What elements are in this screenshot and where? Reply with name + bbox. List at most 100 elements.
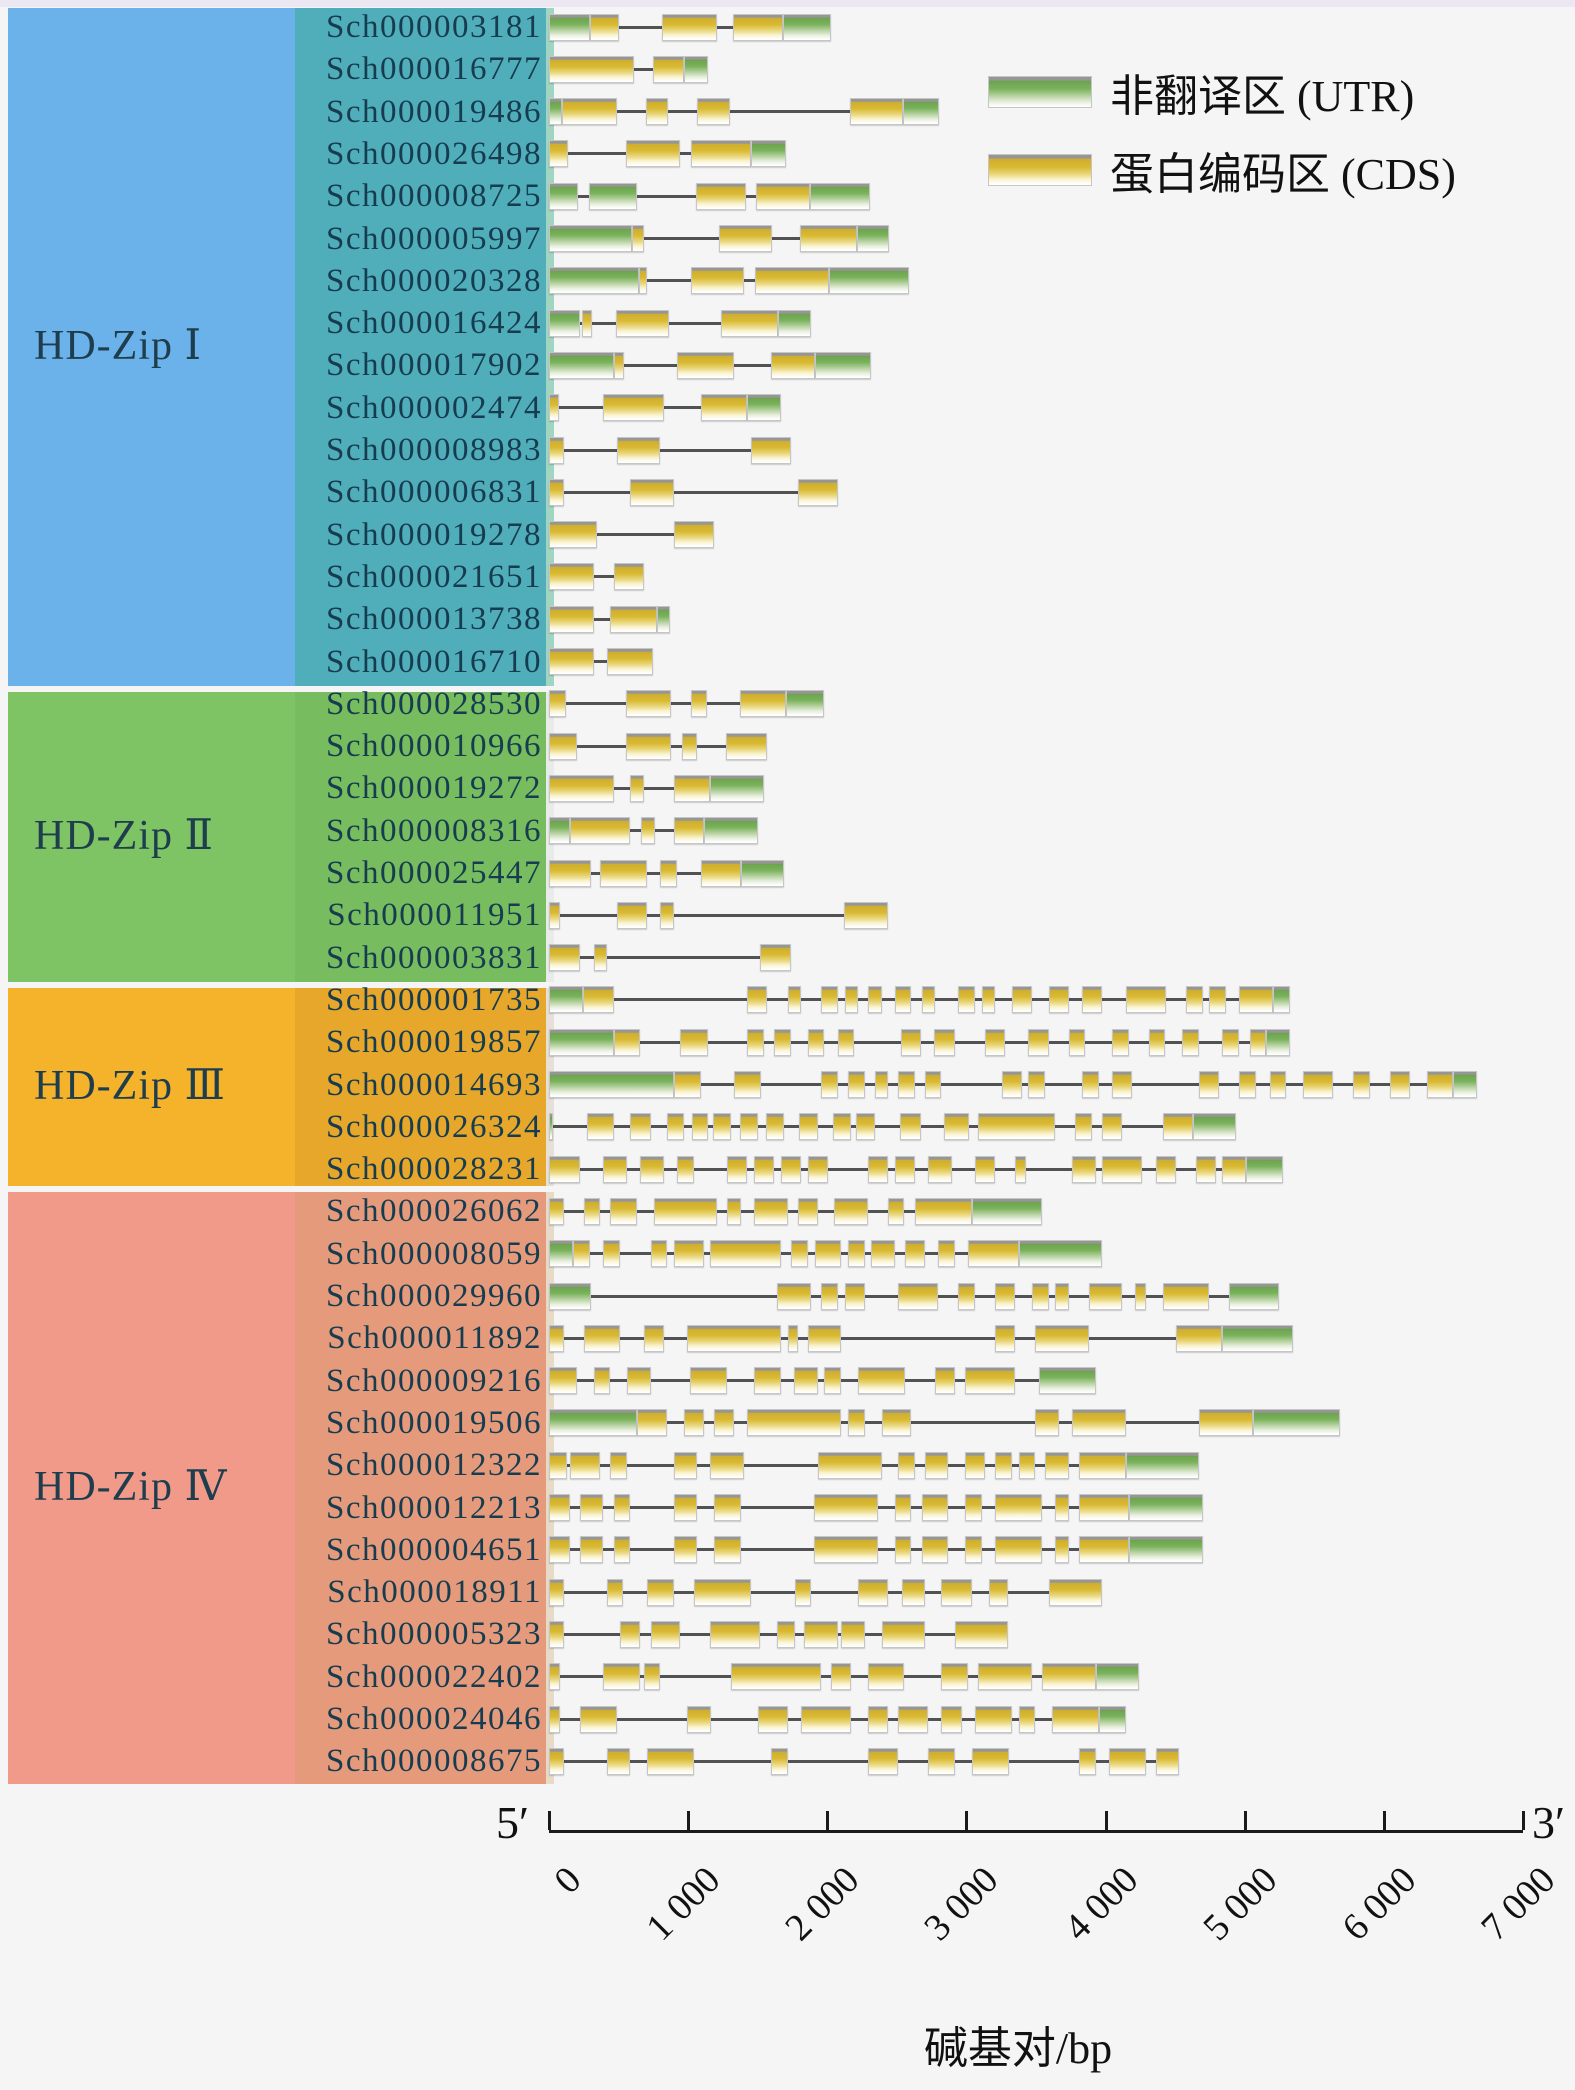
exon-cds (730, 1663, 821, 1691)
exon-utr (549, 351, 615, 379)
intron-line (549, 1209, 1043, 1213)
exon-cds (1239, 986, 1273, 1014)
exon-cds (603, 1240, 620, 1268)
utr-swatch-icon (988, 76, 1092, 108)
gene-id-label: Sch000011951 (327, 897, 542, 934)
exon-cds (1155, 1155, 1176, 1183)
exon-cds (928, 1747, 955, 1775)
exon-cds (857, 1367, 905, 1395)
exon-cds (754, 1197, 788, 1225)
exon-cds (625, 732, 671, 760)
exon-cds (549, 732, 577, 760)
exon-cds (1182, 1028, 1199, 1056)
gene-id-label: Sch000017902 (326, 347, 542, 384)
exon-cds (719, 225, 772, 252)
exon-cds (580, 1494, 604, 1521)
exon-cds (640, 817, 655, 845)
exon-cds (848, 1071, 865, 1098)
axis-tick-3000 (965, 1811, 969, 1830)
exon-cds (549, 1197, 564, 1225)
exon-cds (899, 1113, 922, 1141)
exon-cds (794, 1578, 812, 1606)
exon-cds (754, 1155, 775, 1183)
intron-line (549, 490, 838, 494)
gene-id-label: Sch000016710 (326, 643, 542, 680)
exon-cds (807, 1028, 825, 1056)
gene-id-label: Sch000014693 (326, 1066, 542, 1103)
exon-cds (713, 1409, 735, 1437)
exon-cds (754, 267, 829, 295)
exon-cds (958, 986, 975, 1014)
exon-cds (673, 817, 705, 845)
exon-cds (974, 1155, 995, 1183)
exon-cds (965, 1367, 1016, 1395)
exon-cds (1079, 1451, 1126, 1479)
exon-cds (871, 1240, 895, 1268)
exon-cds (800, 225, 858, 252)
exon-cds (1155, 1747, 1180, 1775)
exon-cds (965, 1451, 986, 1479)
exon-cds (1051, 1705, 1099, 1733)
exon-cds (549, 859, 591, 887)
exon-cds (988, 1578, 1009, 1606)
exon-cds (1353, 1071, 1370, 1098)
group-label-4: HD-Zip Ⅳ (34, 1464, 228, 1510)
exon-cds (1055, 1494, 1069, 1521)
exon-cds (901, 1028, 922, 1056)
exon-cds (837, 1028, 855, 1056)
exon-cds (867, 1663, 905, 1691)
exon-cds (643, 1663, 661, 1691)
exon-utr (710, 774, 764, 802)
exon-cds (756, 182, 810, 210)
exon-cds (606, 1578, 624, 1606)
exon-cds (994, 1282, 1016, 1310)
exon-cds (680, 1028, 708, 1056)
intron-line (549, 321, 812, 325)
exon-cds (844, 986, 858, 1014)
exon-cds (1148, 1028, 1166, 1056)
exon-utr (1018, 1240, 1103, 1268)
gene-id-label: Sch000019506 (326, 1404, 542, 1441)
exon-utr (549, 309, 581, 337)
gene-id-label: Sch000024046 (326, 1701, 542, 1737)
exon-utr (1272, 986, 1290, 1014)
exon-cds (1135, 1282, 1146, 1310)
exon-cds (613, 563, 644, 591)
exon-utr (549, 986, 584, 1014)
exon-cds (1079, 1747, 1096, 1775)
exon-cds (874, 1071, 888, 1098)
gene-id-label: Sch000021651 (326, 558, 542, 595)
exon-cds (613, 1494, 631, 1521)
gene-id-label: Sch000016424 (326, 305, 542, 342)
exon-cds (606, 648, 654, 675)
exon-cds (734, 1071, 762, 1098)
exon-cds (549, 901, 561, 929)
exon-cds (981, 986, 995, 1014)
exon-cds (619, 1620, 641, 1648)
exon-cds (667, 1113, 684, 1141)
exon-cds (958, 1282, 975, 1310)
exon-cds (1045, 1451, 1069, 1479)
exon-cds (549, 690, 567, 718)
exon-cds (1081, 1071, 1099, 1098)
exon-cds (690, 1367, 728, 1395)
exon-cds (1055, 1536, 1069, 1564)
exon-cds (581, 309, 593, 337)
exon-utr (589, 182, 638, 210)
exon-utr (549, 1409, 637, 1437)
gene-id-label: Sch000026498 (326, 135, 542, 172)
exon-cds (739, 1113, 758, 1141)
exon-cds (928, 1155, 952, 1183)
exon-cds (994, 1536, 1043, 1564)
exon-cds (967, 1240, 1019, 1268)
exon-cds (580, 1705, 618, 1733)
exon-cds (821, 1071, 838, 1098)
exon-utr (1125, 1451, 1200, 1479)
exon-cds (603, 394, 664, 422)
exon-cds (814, 1536, 879, 1564)
gene-id-label: Sch000001735 (326, 981, 542, 1018)
exon-cds (881, 1409, 912, 1437)
exon-cds (1015, 1155, 1026, 1183)
exon-cds (692, 1113, 708, 1141)
exon-cds (898, 1282, 938, 1310)
